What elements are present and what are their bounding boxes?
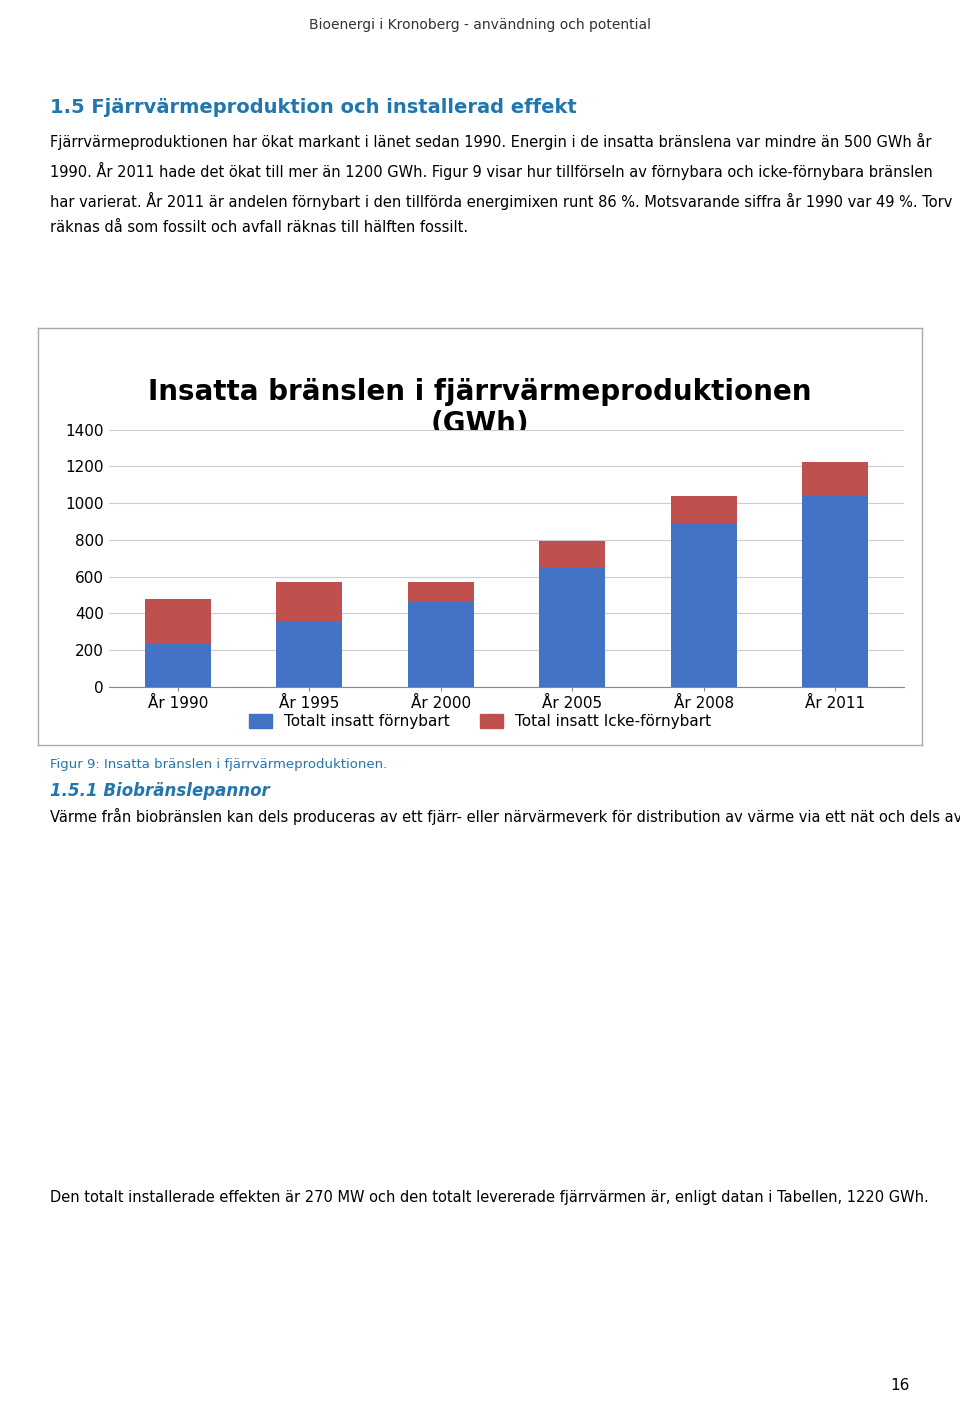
Bar xyxy=(276,582,342,623)
Text: Den totalt installerade effekten är 270 MW och den totalt levererade fjärrvärmen: Den totalt installerade effekten är 270 … xyxy=(50,1190,928,1206)
Bar xyxy=(408,582,473,603)
Text: Värme från biobränslen kan dels produceras av ett fjärr- eller närvärmeverk för : Värme från biobränslen kan dels producer… xyxy=(50,808,960,825)
Text: 16: 16 xyxy=(891,1378,910,1392)
Legend: Totalt insatt förnybart, Total insatt Icke-förnybart: Totalt insatt förnybart, Total insatt Ic… xyxy=(249,715,711,729)
Text: Figur 9: Insatta bränslen i fjärrvärmeproduktionen.: Figur 9: Insatta bränslen i fjärrvärmepr… xyxy=(50,758,387,771)
Bar xyxy=(276,623,342,686)
Text: Fjärrvärmeproduktionen har ökat markant i länet sedan 1990. Energin i de insatta: Fjärrvärmeproduktionen har ökat markant … xyxy=(50,133,952,235)
Bar xyxy=(540,541,605,567)
Bar xyxy=(803,495,868,686)
Bar xyxy=(803,461,868,495)
Bar xyxy=(145,599,210,644)
Text: Bioenergi i Kronoberg - användning och potential: Bioenergi i Kronoberg - användning och p… xyxy=(309,18,651,33)
Bar xyxy=(671,495,736,524)
Bar xyxy=(540,567,605,686)
Bar xyxy=(671,524,736,686)
Text: 1.5 Fjärrvärmeproduktion och installerad effekt: 1.5 Fjärrvärmeproduktion och installerad… xyxy=(50,98,577,117)
Text: 1.5.1 Biobränslepannor: 1.5.1 Biobränslepannor xyxy=(50,782,270,799)
Text: Insatta bränslen i fjärrvärmeproduktionen
(GWh): Insatta bränslen i fjärrvärmeproduktione… xyxy=(148,378,812,439)
Bar xyxy=(408,603,473,686)
Bar xyxy=(145,644,210,686)
